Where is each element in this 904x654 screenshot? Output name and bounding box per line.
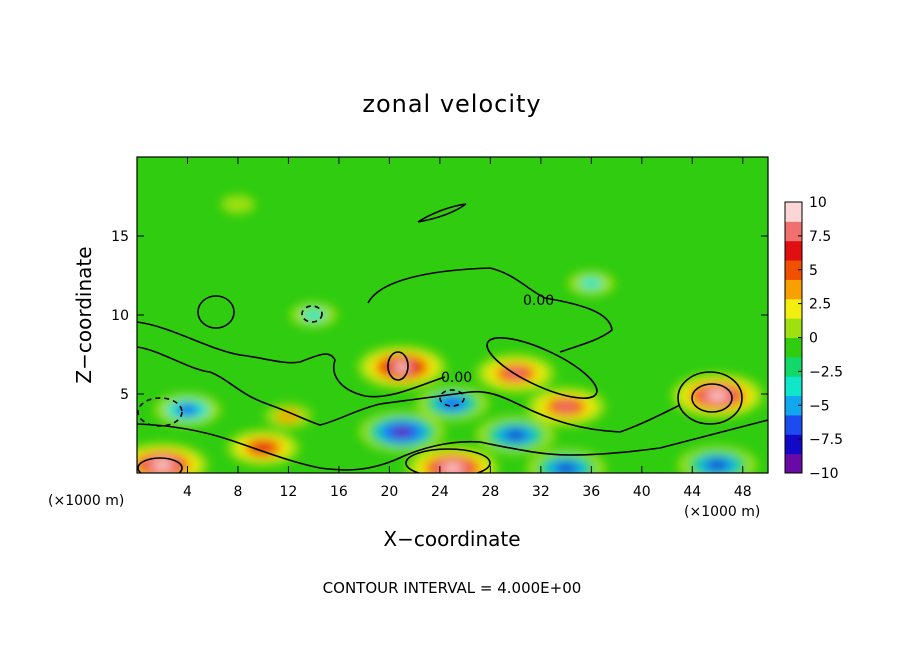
x-axis-ticks: 4 8 12 16 20 24 28 32 36 40 44 48 <box>183 157 752 500</box>
colorbar-segment-12 <box>785 221 802 242</box>
x-tick-label-0: 4 <box>183 484 192 500</box>
colorbar-segment-4 <box>785 376 802 397</box>
colorbar-segment-10 <box>785 260 802 280</box>
contour-label-2: 0.00 <box>441 370 472 386</box>
field-blob-11-level-3 <box>505 430 526 440</box>
colorbar-ticks: 10 7.5 5 2.5 0 −2.5 −5 −7.5 −10 <box>798 195 843 482</box>
x-tick-label-5: 24 <box>431 484 449 500</box>
y-tick-label-1: 10 <box>111 308 129 324</box>
field-blob-10-level-3 <box>556 463 576 473</box>
field-blob-15-level-1 <box>229 199 247 210</box>
contour-loop-1 <box>197 295 235 329</box>
colorbar-tick-label-2: 5 <box>809 263 818 279</box>
colorbar-tick-label-6: −5 <box>809 398 830 414</box>
contour-zero-upper <box>367 267 613 353</box>
colorbar-segment-0 <box>785 453 802 474</box>
contour-loop-10 <box>301 305 323 323</box>
x-axis-label: X−coordinate <box>383 527 520 551</box>
colorbar-tick-label-5: −2.5 <box>809 364 843 380</box>
colorbar-tick-label-1: 7.5 <box>809 229 831 245</box>
x-tick-label-4: 20 <box>380 484 398 500</box>
colorbar-segment-9 <box>785 279 802 300</box>
x-unit-left: (×1000 m) <box>48 493 124 509</box>
x-tick-label-3: 16 <box>330 484 348 500</box>
contour-loop-3 <box>677 371 743 425</box>
field-blob-13-level-3 <box>707 460 728 470</box>
x-tick-label-11: 48 <box>734 484 752 500</box>
y-axis-label: Z−coordinate <box>72 246 96 383</box>
colorbar-tick-label-3: 2.5 <box>809 297 831 313</box>
contour-interval-note: CONTOUR INTERVAL = 4.000E+00 <box>323 579 582 597</box>
contour-loop-2 <box>387 351 409 381</box>
field-blob-14-level-1 <box>579 277 604 290</box>
x-unit-right: (×1000 m) <box>684 504 760 520</box>
contour-loop-4 <box>691 383 733 413</box>
chart-title: zonal velocity <box>362 90 541 118</box>
contour-loop-8 <box>137 397 183 427</box>
field-blob-16-level-1 <box>276 410 301 423</box>
contour-zero-band <box>137 346 681 433</box>
x-tick-label-10: 44 <box>683 484 701 500</box>
colorbar-tick-label-4: 0 <box>809 331 818 347</box>
contour-loop-9 <box>439 389 465 407</box>
field-blob-5-level-4 <box>393 427 411 437</box>
x-tick-label-1: 8 <box>233 484 242 500</box>
colorbar <box>785 202 802 474</box>
x-tick-label-6: 28 <box>481 484 499 500</box>
field-blob-1-level-2 <box>176 404 199 416</box>
colorbar-segment-5 <box>785 356 802 377</box>
field-blob-7-level-4 <box>443 463 462 473</box>
x-tick-label-7: 32 <box>532 484 550 500</box>
colorbar-segment-3 <box>785 395 802 416</box>
x-tick-label-8: 36 <box>582 484 600 500</box>
x-tick-label-2: 12 <box>280 484 298 500</box>
colorbar-tick-label-7: −7.5 <box>809 432 843 448</box>
colorbar-tick-label-0: 10 <box>809 195 827 211</box>
plot-area <box>137 157 768 473</box>
contour-label-1: 0.00 <box>523 293 554 309</box>
y-axis-ticks: 5 10 15 <box>111 229 768 403</box>
contour-upper-streak <box>417 203 467 223</box>
field-blob-4-level-4 <box>393 362 411 372</box>
contour-loop-6 <box>137 457 183 473</box>
field-blob-3-level-1 <box>301 308 326 322</box>
contour-loop-7 <box>486 337 598 399</box>
field-blob-9-level-3 <box>556 401 576 412</box>
field-blob-12-level-4 <box>708 391 727 400</box>
field-blob-0-level-4 <box>153 460 172 470</box>
colorbar-segment-6 <box>785 337 802 358</box>
colorbar-segment-1 <box>785 434 802 455</box>
colorbar-segment-11 <box>785 240 802 261</box>
contour-lines <box>137 203 768 473</box>
colorbar-segment-8 <box>785 298 802 319</box>
contour-zero-left <box>137 321 446 398</box>
colorbar-segment-2 <box>785 414 802 435</box>
colorbar-segment-7 <box>785 318 802 338</box>
colorbar-segment-13 <box>785 202 802 222</box>
contour-loop-5 <box>405 448 491 473</box>
field-blob-6-level-3 <box>443 399 462 408</box>
colorbar-tick-label-8: −10 <box>809 466 839 482</box>
contour-zero-lower <box>137 419 768 471</box>
y-tick-label-0: 5 <box>120 387 129 403</box>
y-tick-label-2: 15 <box>111 229 129 245</box>
x-tick-label-9: 40 <box>633 484 651 500</box>
